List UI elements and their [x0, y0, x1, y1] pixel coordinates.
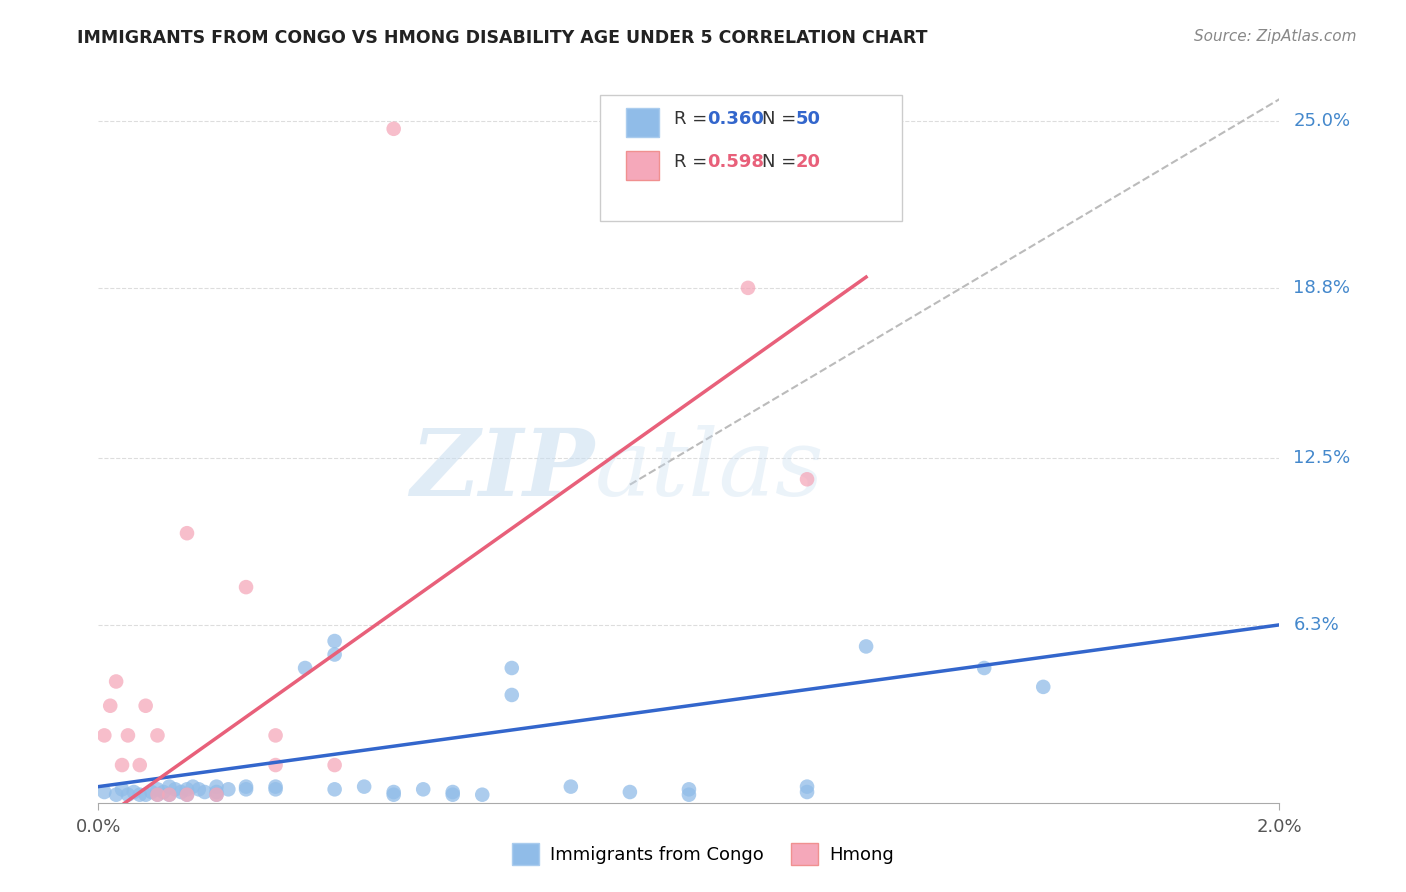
Point: [264, 728, 287, 742]
Point: [205, 780, 228, 794]
Text: ZIP: ZIP: [411, 425, 595, 516]
Text: R =: R =: [673, 153, 713, 171]
Text: R =: R =: [673, 110, 713, 128]
Point: [501, 661, 523, 675]
Point: [235, 782, 257, 797]
Text: 20: 20: [796, 153, 820, 171]
Point: [382, 785, 405, 799]
Point: [176, 788, 198, 802]
Text: atlas: atlas: [595, 425, 824, 516]
Point: [560, 780, 582, 794]
Point: [323, 648, 346, 662]
Point: [165, 782, 187, 797]
Text: 0.360: 0.360: [707, 110, 763, 128]
Text: N =: N =: [762, 110, 803, 128]
Text: IMMIGRANTS FROM CONGO VS HMONG DISABILITY AGE UNDER 5 CORRELATION CHART: IMMIGRANTS FROM CONGO VS HMONG DISABILIT…: [77, 29, 928, 47]
Point: [146, 782, 169, 797]
Point: [128, 788, 150, 802]
Point: [194, 785, 217, 799]
Point: [323, 758, 346, 772]
Point: [471, 788, 494, 802]
Point: [117, 788, 139, 802]
Point: [796, 785, 818, 799]
Point: [146, 788, 169, 802]
Point: [128, 758, 150, 772]
Point: [157, 788, 180, 802]
Point: [146, 788, 169, 802]
Point: [122, 785, 145, 799]
Point: [105, 788, 128, 802]
Point: [98, 698, 121, 713]
Point: [382, 788, 405, 802]
Text: 0.598: 0.598: [707, 153, 763, 171]
Point: [93, 728, 115, 742]
Point: [205, 788, 228, 802]
Point: [141, 785, 163, 799]
Point: [187, 782, 209, 797]
Text: N =: N =: [762, 153, 803, 171]
Point: [441, 785, 464, 799]
Text: 50: 50: [796, 110, 820, 128]
Point: [264, 758, 287, 772]
Point: [382, 121, 405, 136]
Point: [412, 782, 434, 797]
Point: [111, 782, 134, 797]
Point: [105, 674, 128, 689]
Point: [235, 780, 257, 794]
Text: 25.0%: 25.0%: [1294, 112, 1351, 129]
Point: [264, 782, 287, 797]
Point: [1032, 680, 1054, 694]
Point: [235, 580, 257, 594]
Point: [176, 788, 198, 802]
Point: [264, 780, 287, 794]
Point: [973, 661, 995, 675]
Bar: [626, 151, 659, 180]
Point: [152, 785, 174, 799]
Point: [93, 785, 115, 799]
Point: [176, 782, 198, 797]
Text: 18.8%: 18.8%: [1294, 279, 1350, 297]
Point: [796, 472, 818, 486]
Legend: Immigrants from Congo, Hmong: Immigrants from Congo, Hmong: [505, 836, 901, 872]
Point: [737, 281, 759, 295]
Point: [157, 780, 180, 794]
Point: [323, 634, 346, 648]
Point: [170, 785, 193, 799]
Point: [501, 688, 523, 702]
FancyBboxPatch shape: [600, 95, 901, 221]
Point: [157, 788, 180, 802]
Point: [294, 661, 316, 675]
Point: [678, 788, 700, 802]
Point: [217, 782, 239, 797]
Text: 6.3%: 6.3%: [1294, 615, 1339, 634]
Point: [135, 788, 157, 802]
Point: [181, 780, 204, 794]
Point: [855, 640, 877, 654]
Point: [146, 728, 169, 742]
Point: [111, 758, 134, 772]
Point: [205, 785, 228, 799]
Point: [205, 788, 228, 802]
Text: Source: ZipAtlas.com: Source: ZipAtlas.com: [1194, 29, 1357, 45]
Point: [441, 788, 464, 802]
Point: [353, 780, 375, 794]
Point: [678, 782, 700, 797]
Point: [117, 728, 139, 742]
Text: 12.5%: 12.5%: [1294, 449, 1351, 467]
Point: [135, 698, 157, 713]
Point: [619, 785, 641, 799]
Bar: [626, 108, 659, 136]
Point: [796, 780, 818, 794]
Point: [176, 526, 198, 541]
Point: [323, 782, 346, 797]
